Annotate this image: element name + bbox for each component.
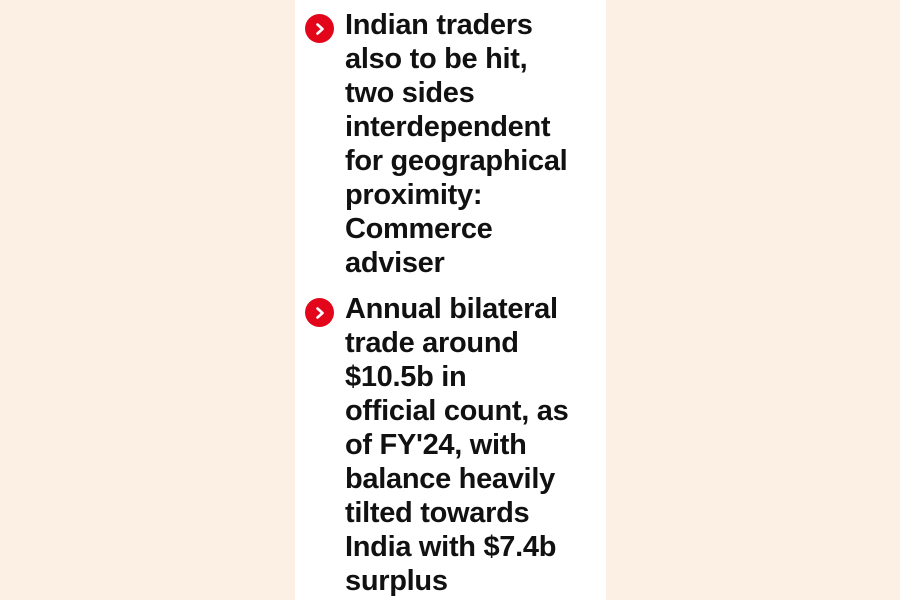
bullet-text: Indian traders also to be hit, two sides… bbox=[345, 9, 568, 279]
chevron-right-icon bbox=[305, 14, 334, 43]
bullet-text: Annual bilateral trade around $10.5b in … bbox=[345, 293, 569, 597]
chevron-right-icon bbox=[305, 298, 334, 327]
news-summary-panel: Indian traders also to be hit, two sides… bbox=[295, 0, 606, 600]
bullet-item-bilateral-trade: Annual bilateral trade around $10.5b in … bbox=[305, 292, 595, 598]
bullet-item-traders-impact: Indian traders also to be hit, two sides… bbox=[305, 8, 595, 280]
